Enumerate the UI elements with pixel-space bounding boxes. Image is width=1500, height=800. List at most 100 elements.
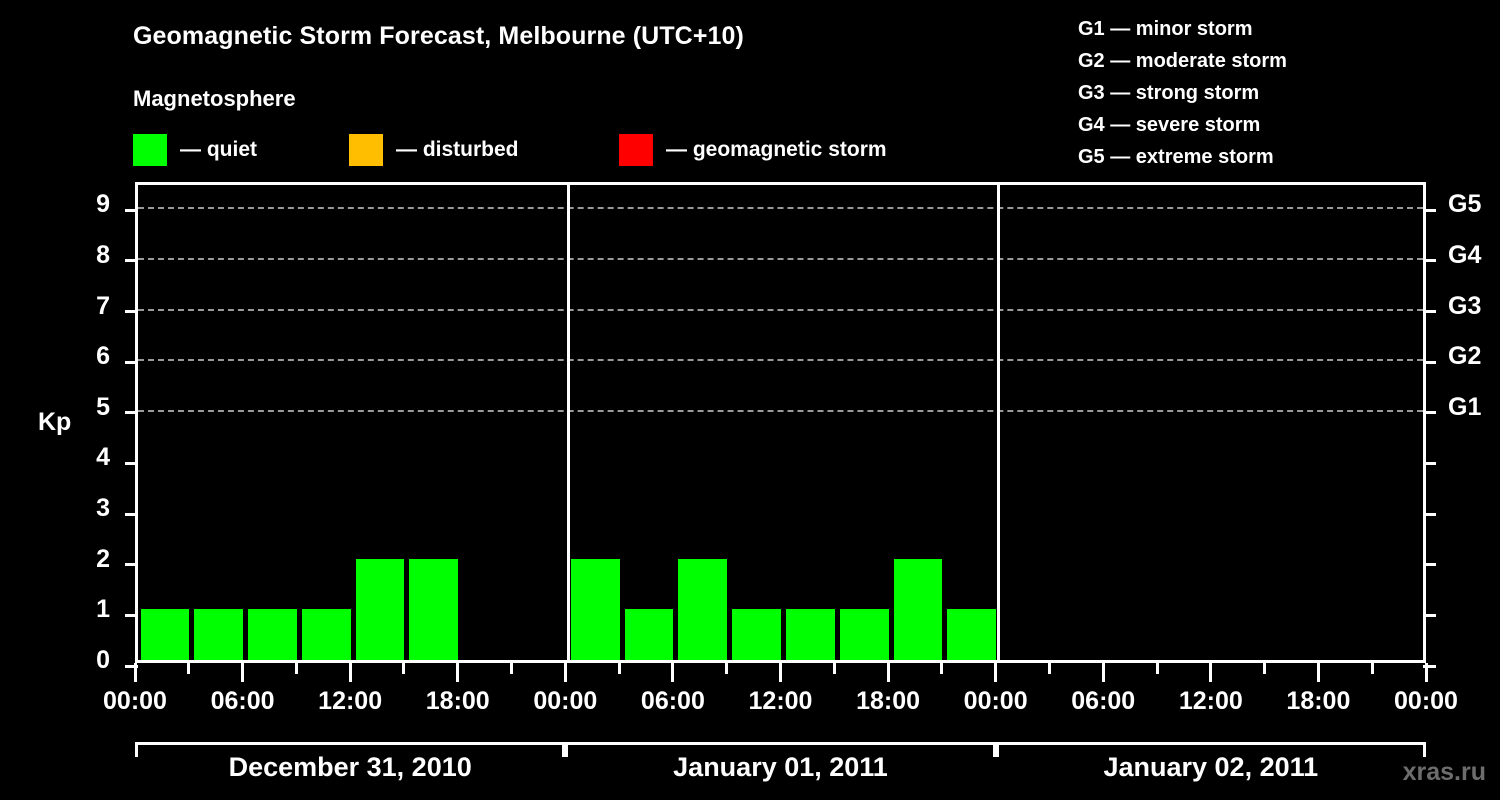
y-tick-label-5: 5 (96, 392, 110, 421)
gridline-kp-7 (138, 308, 1423, 311)
legend-item-2: — geomagnetic storm (619, 134, 887, 166)
y-tick-6 (125, 360, 138, 364)
bar (947, 609, 997, 660)
x-tick-minor-9 (617, 663, 621, 674)
x-tick-major-2 (241, 663, 245, 682)
g-axis-label-G2: G2 (1448, 342, 1482, 371)
gridline-kp-9 (138, 207, 1423, 210)
x-tick-minor-17 (1047, 663, 1051, 674)
x-tick-major-16 (994, 663, 998, 682)
bar (248, 609, 297, 660)
x-tick-minor-5 (402, 663, 406, 674)
y-tick-label-7: 7 (96, 291, 110, 320)
g-axis-label-G3: G3 (1448, 291, 1482, 320)
chart-title: Geomagnetic Storm Forecast, Melbourne (U… (133, 22, 744, 50)
y-tick-right-4 (1423, 461, 1436, 465)
day-separator-1 (566, 185, 570, 660)
bar (624, 609, 674, 660)
x-tick-minor-11 (725, 663, 729, 674)
g-scale-row-1: G1 — minor storm (1078, 18, 1253, 40)
y-tick-label-9: 9 (96, 190, 110, 219)
x-tick-major-10 (671, 663, 675, 682)
x-tick-label-1: 06:00 (210, 687, 275, 715)
chart-subtitle: Magnetosphere (133, 86, 296, 111)
y-tick-right-1 (1423, 613, 1436, 617)
g-scale-row-5: G5 — extreme storm (1078, 146, 1274, 168)
x-tick-label-5: 06:00 (640, 687, 705, 715)
date-bracket-2 (995, 742, 1426, 757)
date-bracket-0 (135, 742, 566, 757)
date-label-2: January 02, 2011 (1103, 752, 1319, 782)
g-scale-row-4: G4 — severe storm (1078, 114, 1261, 136)
y-tick-3 (125, 512, 138, 516)
x-tick-label-11: 18:00 (1286, 687, 1351, 715)
watermark: xras.ru (1402, 758, 1486, 786)
x-tick-major-18 (1101, 663, 1105, 682)
bar (786, 609, 835, 660)
plot-inner (125, 185, 1436, 668)
bar (301, 609, 351, 660)
date-label-1: January 01, 2011 (673, 752, 888, 782)
g-scale-row-3: G3 — strong storm (1078, 82, 1260, 104)
y-tick-label-0: 0 (96, 646, 110, 674)
bar (678, 558, 728, 660)
x-tick-minor-23 (1370, 663, 1374, 674)
x-tick-major-14 (886, 663, 890, 682)
y-tick-right-5 (1423, 411, 1436, 415)
g-axis-label-G5: G5 (1448, 190, 1482, 219)
y-tick-right-9 (1423, 208, 1436, 212)
g-scale-row-2: G2 — moderate storm (1078, 50, 1287, 72)
y-tick-label-2: 2 (96, 544, 110, 573)
y-tick-right-6 (1423, 360, 1436, 364)
day-separator-2 (997, 185, 1001, 660)
plot-area (125, 182, 1436, 668)
y-tick-4 (125, 461, 138, 465)
bar (355, 558, 405, 660)
x-tick-major-8 (563, 663, 567, 682)
legend-item-label: — quiet (180, 138, 257, 161)
g-scale-legend: G1 — minor storm G2 — moderate storm G3 — … (1078, 13, 1287, 173)
y-tick-label-4: 4 (96, 443, 110, 472)
bar (570, 558, 620, 660)
x-tick-major-12 (779, 663, 782, 682)
date-label-0: December 31, 2010 (228, 752, 472, 782)
y-tick-label-3: 3 (96, 494, 110, 523)
y-tick-right-0 (1423, 664, 1436, 668)
legend-item-1: — disturbed (349, 134, 519, 166)
g-axis-label-G4: G4 (1448, 240, 1482, 269)
gridline-kp-6 (138, 359, 1423, 362)
y-tick-label-1: 1 (96, 595, 110, 624)
x-tick-minor-13 (832, 663, 836, 674)
amber-swatch (349, 134, 383, 166)
x-tick-label-6: 12:00 (748, 687, 813, 715)
x-tick-label-3: 18:00 (425, 687, 490, 715)
x-tick-major-0 (133, 663, 137, 682)
bar (140, 609, 190, 660)
gridline-kp-8 (138, 257, 1423, 260)
y-tick-7 (125, 310, 138, 314)
y-tick-2 (125, 563, 138, 567)
y-tick-label-6: 6 (96, 342, 110, 371)
y-axis-title: Kp (38, 408, 72, 436)
x-tick-label-8: 00:00 (963, 687, 1028, 715)
x-tick-minor-19 (1155, 663, 1159, 674)
x-tick-label-10: 12:00 (1178, 687, 1243, 715)
bar (194, 609, 244, 660)
bar (732, 609, 781, 660)
x-tick-major-6 (456, 663, 460, 682)
date-bracket-1 (565, 742, 996, 757)
legend-item-label: — disturbed (396, 138, 519, 161)
y-tick-0 (125, 664, 138, 668)
g-axis-label-G1: G1 (1448, 392, 1482, 421)
x-tick-major-22 (1316, 663, 1320, 682)
y-tick-8 (125, 259, 138, 263)
y-tick-5 (125, 411, 138, 415)
bar (409, 558, 459, 660)
green-swatch (133, 134, 167, 166)
y-tick-right-8 (1423, 259, 1436, 263)
x-tick-label-4: 00:00 (533, 687, 598, 715)
y-tick-9 (125, 208, 138, 212)
x-tick-minor-21 (1263, 663, 1267, 674)
x-tick-label-12: 00:00 (1394, 687, 1458, 715)
